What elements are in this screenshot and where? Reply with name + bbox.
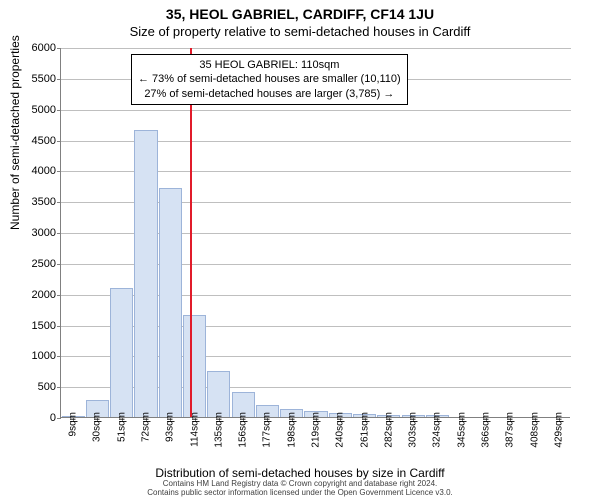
- chart-area: 0500100015002000250030003500400045005000…: [60, 48, 570, 418]
- xtick-label: 198sqm: [286, 412, 297, 448]
- ytick-mark: [57, 110, 61, 111]
- info-box-line: 35 HEOL GABRIEL: 110sqm: [138, 58, 401, 72]
- ytick-mark: [57, 141, 61, 142]
- info-box-line: 27% of semi-detached houses are larger (…: [138, 87, 401, 101]
- gridline: [61, 48, 571, 49]
- plot-region: 0500100015002000250030003500400045005000…: [60, 48, 570, 418]
- xtick-label: 240sqm: [335, 412, 346, 448]
- histogram-bar: [134, 130, 157, 417]
- ytick-label: 5500: [16, 73, 56, 85]
- ytick-label: 4500: [16, 135, 56, 147]
- ytick-label: 5000: [16, 104, 56, 116]
- xtick-label: 156sqm: [238, 412, 249, 448]
- histogram-bar: [183, 315, 206, 417]
- histogram-bar: [110, 288, 133, 418]
- xtick-label: 324sqm: [432, 412, 443, 448]
- x-axis-label: Distribution of semi-detached houses by …: [0, 466, 600, 480]
- ytick-mark: [57, 79, 61, 80]
- ytick-mark: [57, 326, 61, 327]
- ytick-label: 3000: [16, 227, 56, 239]
- ytick-mark: [57, 418, 61, 419]
- footer-attribution: Contains HM Land Registry data © Crown c…: [0, 480, 600, 498]
- ytick-mark: [57, 171, 61, 172]
- gridline: [61, 110, 571, 111]
- xtick-label: 429sqm: [553, 412, 564, 448]
- xtick-label: 93sqm: [165, 412, 176, 442]
- xtick-label: 261sqm: [359, 412, 370, 448]
- ytick-mark: [57, 356, 61, 357]
- xtick-label: 282sqm: [383, 412, 394, 448]
- ytick-mark: [57, 202, 61, 203]
- ytick-label: 6000: [16, 42, 56, 54]
- histogram-bar: [207, 371, 230, 417]
- xtick-label: 9sqm: [68, 412, 79, 436]
- xtick-label: 408sqm: [529, 412, 540, 448]
- ytick-label: 4000: [16, 165, 56, 177]
- ytick-label: 0: [16, 412, 56, 424]
- info-box-line: ← 73% of semi-detached houses are smalle…: [138, 72, 401, 86]
- ytick-label: 1500: [16, 320, 56, 332]
- xtick-label: 114sqm: [189, 412, 200, 447]
- xtick-label: 177sqm: [262, 412, 273, 448]
- property-info-box: 35 HEOL GABRIEL: 110sqm← 73% of semi-det…: [131, 54, 408, 105]
- ytick-mark: [57, 387, 61, 388]
- xtick-label: 345sqm: [456, 412, 467, 448]
- ytick-mark: [57, 233, 61, 234]
- xtick-label: 387sqm: [505, 412, 516, 448]
- xtick-label: 219sqm: [311, 412, 322, 448]
- ytick-label: 2500: [16, 258, 56, 270]
- xtick-label: 303sqm: [408, 412, 419, 448]
- xtick-label: 135sqm: [213, 412, 224, 448]
- ytick-mark: [57, 264, 61, 265]
- chart-subtitle: Size of property relative to semi-detach…: [0, 22, 600, 39]
- xtick-label: 51sqm: [116, 412, 127, 442]
- ytick-label: 500: [16, 381, 56, 393]
- ytick-label: 1000: [16, 350, 56, 362]
- page-title: 35, HEOL GABRIEL, CARDIFF, CF14 1JU: [0, 0, 600, 22]
- footer-line: Contains public sector information licen…: [0, 489, 600, 498]
- ytick-mark: [57, 295, 61, 296]
- xtick-label: 366sqm: [481, 412, 492, 448]
- histogram-bar: [159, 188, 182, 417]
- ytick-label: 2000: [16, 289, 56, 301]
- xtick-label: 72sqm: [141, 412, 152, 442]
- ytick-mark: [57, 48, 61, 49]
- xtick-label: 30sqm: [92, 412, 103, 442]
- ytick-label: 3500: [16, 196, 56, 208]
